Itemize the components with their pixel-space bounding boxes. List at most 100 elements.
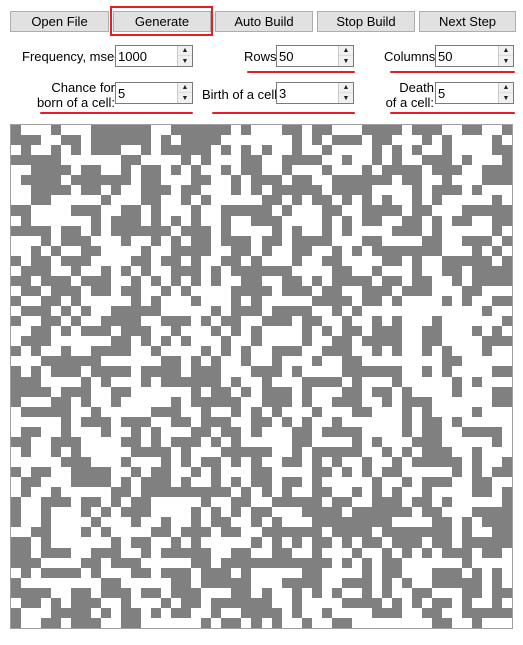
alive-cell[interactable] xyxy=(141,195,151,205)
alive-cell[interactable] xyxy=(332,185,342,195)
alive-cell[interactable] xyxy=(382,527,392,537)
alive-cell[interactable] xyxy=(342,598,352,608)
alive-cell[interactable] xyxy=(502,527,512,537)
alive-cell[interactable] xyxy=(81,507,91,517)
alive-cell[interactable] xyxy=(161,568,171,578)
alive-cell[interactable] xyxy=(31,246,41,256)
alive-cell[interactable] xyxy=(432,165,442,175)
alive-cell[interactable] xyxy=(372,236,382,246)
alive-cell[interactable] xyxy=(492,216,502,226)
alive-cell[interactable] xyxy=(71,205,81,216)
alive-cell[interactable] xyxy=(292,497,302,507)
alive-cell[interactable] xyxy=(382,366,392,377)
alive-cell[interactable] xyxy=(101,588,111,598)
alive-cell[interactable] xyxy=(11,296,21,306)
alive-cell[interactable] xyxy=(181,286,191,296)
alive-cell[interactable] xyxy=(181,246,191,256)
spin-down-icon[interactable]: ▼ xyxy=(178,56,192,66)
alive-cell[interactable] xyxy=(101,195,111,205)
alive-cell[interactable] xyxy=(442,618,452,628)
alive-cell[interactable] xyxy=(292,608,302,618)
alive-cell[interactable] xyxy=(131,497,141,507)
alive-cell[interactable] xyxy=(171,366,181,377)
alive-cell[interactable] xyxy=(472,467,482,477)
alive-cell[interactable] xyxy=(241,276,251,286)
alive-cell[interactable] xyxy=(81,326,91,336)
alive-cell[interactable] xyxy=(201,558,211,568)
alive-cell[interactable] xyxy=(201,316,211,326)
alive-cell[interactable] xyxy=(91,326,101,336)
alive-cell[interactable] xyxy=(121,366,131,377)
alive-cell[interactable] xyxy=(31,135,41,145)
alive-cell[interactable] xyxy=(11,507,21,517)
alive-cell[interactable] xyxy=(231,246,241,256)
alive-cell[interactable] xyxy=(382,387,392,397)
alive-cell[interactable] xyxy=(392,125,402,135)
alive-cell[interactable] xyxy=(382,246,392,256)
alive-cell[interactable] xyxy=(161,517,171,527)
alive-cell[interactable] xyxy=(412,165,422,175)
alive-cell[interactable] xyxy=(492,467,502,477)
alive-cell[interactable] xyxy=(111,175,121,185)
alive-cell[interactable] xyxy=(21,226,31,236)
alive-cell[interactable] xyxy=(21,145,31,155)
alive-cell[interactable] xyxy=(121,457,131,467)
alive-cell[interactable] xyxy=(61,135,71,145)
alive-cell[interactable] xyxy=(372,205,382,216)
alive-cell[interactable] xyxy=(121,487,131,497)
alive-cell[interactable] xyxy=(312,537,322,548)
alive-cell[interactable] xyxy=(81,527,91,537)
alive-cell[interactable] xyxy=(502,256,512,266)
alive-cell[interactable] xyxy=(251,276,262,286)
alive-cell[interactable] xyxy=(502,316,512,326)
alive-cell[interactable] xyxy=(492,366,502,377)
alive-cell[interactable] xyxy=(262,467,272,477)
alive-cell[interactable] xyxy=(211,507,221,517)
alive-cell[interactable] xyxy=(392,467,402,477)
alive-cell[interactable] xyxy=(322,326,332,336)
alive-cell[interactable] xyxy=(161,457,171,467)
alive-cell[interactable] xyxy=(151,276,161,286)
alive-cell[interactable] xyxy=(262,236,272,246)
alive-cell[interactable] xyxy=(131,256,141,266)
alive-cell[interactable] xyxy=(221,387,231,397)
alive-cell[interactable] xyxy=(312,578,322,588)
alive-cell[interactable] xyxy=(312,356,322,366)
alive-cell[interactable] xyxy=(221,145,231,155)
alive-cell[interactable] xyxy=(131,608,141,618)
alive-cell[interactable] xyxy=(241,568,251,578)
alive-cell[interactable] xyxy=(332,135,342,145)
alive-cell[interactable] xyxy=(221,236,231,246)
alive-cell[interactable] xyxy=(171,165,181,175)
alive-cell[interactable] xyxy=(342,427,352,437)
alive-cell[interactable] xyxy=(31,477,41,487)
alive-cell[interactable] xyxy=(231,316,241,326)
alive-cell[interactable] xyxy=(262,175,272,185)
alive-cell[interactable] xyxy=(191,125,201,135)
alive-cell[interactable] xyxy=(262,286,272,296)
alive-cell[interactable] xyxy=(262,205,272,216)
alive-cell[interactable] xyxy=(221,205,231,216)
alive-cell[interactable] xyxy=(392,487,402,497)
alive-cell[interactable] xyxy=(81,457,91,467)
alive-cell[interactable] xyxy=(31,165,41,175)
alive-cell[interactable] xyxy=(71,356,81,366)
alive-cell[interactable] xyxy=(241,236,251,246)
alive-cell[interactable] xyxy=(362,336,372,346)
alive-cell[interactable] xyxy=(161,336,171,346)
alive-cell[interactable] xyxy=(121,226,131,236)
alive-cell[interactable] xyxy=(362,517,372,527)
alive-cell[interactable] xyxy=(221,568,231,578)
alive-cell[interactable] xyxy=(121,346,131,356)
alive-cell[interactable] xyxy=(91,165,101,175)
alive-cell[interactable] xyxy=(121,125,131,135)
alive-cell[interactable] xyxy=(131,467,141,477)
alive-cell[interactable] xyxy=(472,457,482,467)
alive-cell[interactable] xyxy=(302,507,312,517)
alive-cell[interactable] xyxy=(392,366,402,377)
alive-cell[interactable] xyxy=(31,366,41,377)
alive-cell[interactable] xyxy=(21,598,31,608)
alive-cell[interactable] xyxy=(231,588,241,598)
alive-cell[interactable] xyxy=(131,216,141,226)
alive-cell[interactable] xyxy=(51,175,61,185)
